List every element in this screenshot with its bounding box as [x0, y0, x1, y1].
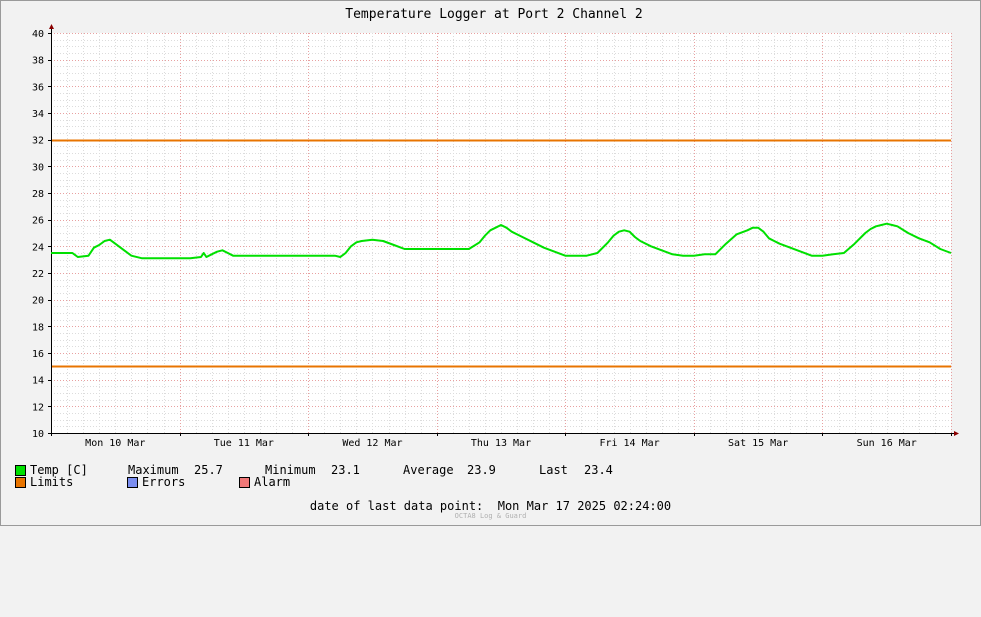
last-data-point-label: date of last data point: — [309, 499, 484, 513]
alarm-swatch-icon — [239, 477, 250, 488]
x-tick-label: Wed 12 Mar — [342, 438, 402, 449]
y-axis-arrow-icon — [49, 24, 54, 29]
limits-swatch-icon — [15, 477, 26, 488]
y-tick-label: 34 — [32, 109, 44, 120]
legend-temp-label: Temp [C] — [30, 463, 88, 477]
chart-title: Temperature Logger at Port 2 Channel 2 — [345, 7, 642, 22]
legend-row-temp: Temp [C] Maximum 25.7 Minimum 23.1 Avera… — [15, 463, 613, 477]
legend-avg-value: 23.9 — [467, 463, 496, 477]
y-tick-label: 18 — [32, 322, 44, 333]
y-tick-label: 40 — [32, 29, 44, 40]
x-tick-label: Sat 15 Mar — [728, 438, 788, 449]
temperature-chart: 10 12 14 16 18 20 22 24 26 28 30 32 34 36 38 40 Mon 10 M… — [32, 7, 959, 449]
legend-max-label: Maximum — [128, 463, 179, 477]
last-data-point: date of last data point: Mon Mar 17 2025… — [0, 499, 981, 513]
last-data-point-value: Mon Mar 17 2025 02:24:00 — [497, 499, 672, 513]
x-tick-label: Tue 11 Mar — [214, 438, 274, 449]
x-tick-label: Sun 16 Mar — [857, 438, 917, 449]
y-tick-label: 32 — [32, 136, 44, 147]
errors-swatch-icon — [127, 477, 138, 488]
legend-max-value: 25.7 — [194, 463, 223, 477]
y-tick-label: 20 — [32, 296, 44, 307]
temperature-series-line — [51, 222, 952, 260]
legend-alarm-label: Alarm — [254, 475, 291, 489]
y-tick-label: 12 — [32, 402, 44, 413]
y-tick-label: 22 — [32, 269, 44, 280]
x-axis-arrow-icon — [954, 431, 959, 436]
x-tick-label: Thu 13 Mar — [471, 438, 531, 449]
legend-last-value: 23.4 — [584, 463, 613, 477]
x-tick-label: Fri 14 Mar — [599, 438, 659, 449]
y-tick-label: 16 — [32, 349, 44, 360]
y-tick-label: 30 — [32, 162, 44, 173]
y-tick-label: 26 — [32, 216, 44, 227]
temp-swatch-icon — [15, 465, 26, 476]
legend-min-label: Minimum — [265, 463, 316, 477]
legend-avg-label: Average — [403, 463, 454, 477]
legend-last-label: Last — [539, 463, 568, 477]
y-tick-label: 36 — [32, 82, 44, 93]
legend-errors-label: Errors — [142, 475, 186, 489]
y-tick-label: 38 — [32, 56, 44, 67]
legend-row-status: Limits Errors Alarm — [15, 475, 290, 489]
watermark: OCTA8 Log & Guard — [454, 512, 527, 520]
legend-limits-label: Limits — [30, 475, 74, 489]
y-tick-label: 28 — [32, 189, 44, 200]
legend-min-value: 23.1 — [331, 463, 360, 477]
x-tick-label: Mon 10 Mar — [85, 438, 145, 449]
y-tick-label: 10 — [32, 429, 44, 440]
y-tick-label: 24 — [32, 242, 44, 253]
y-tick-label: 14 — [32, 376, 44, 387]
